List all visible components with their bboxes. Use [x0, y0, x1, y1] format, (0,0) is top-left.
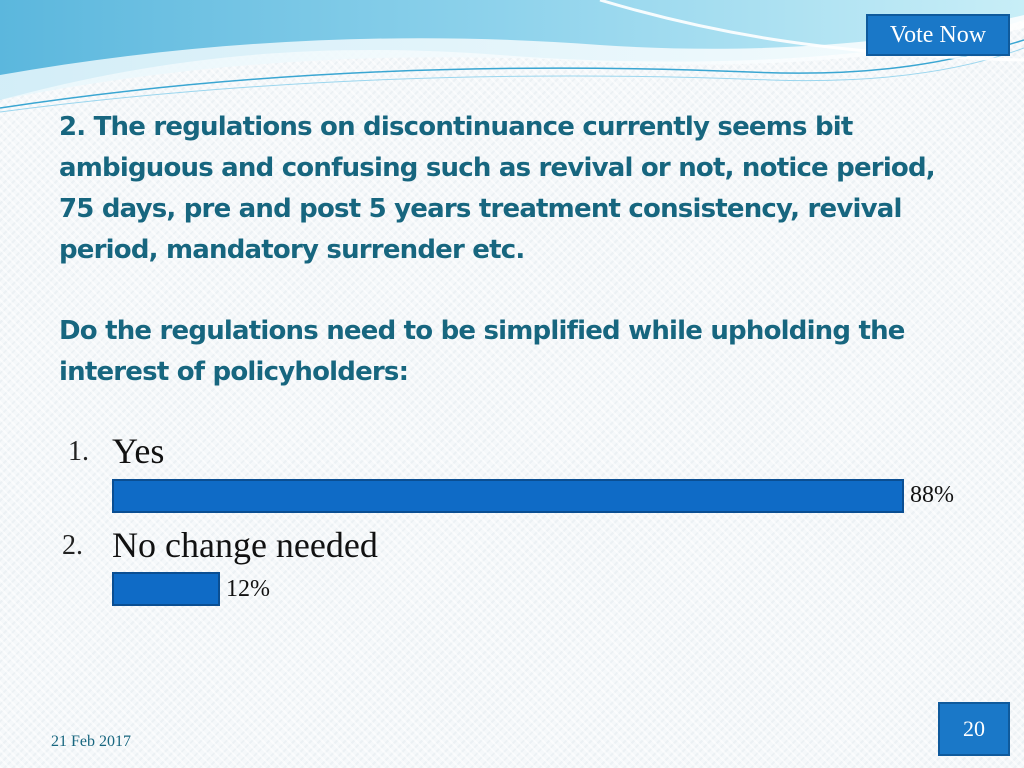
option-1-result-bar — [112, 479, 904, 513]
option-1-label: Yes — [112, 431, 165, 471]
question-text: 2. The regulations on discontinuance cur… — [59, 112, 936, 265]
vote-now-button[interactable]: Vote Now — [866, 14, 1010, 56]
header-wave-decoration — [0, 0, 1024, 113]
slide-date: 21 Feb 2017 — [51, 733, 131, 750]
option-2-label: No change needed — [112, 525, 378, 565]
page-number-badge: 20 — [938, 702, 1010, 756]
option-2-number: 2. — [62, 530, 83, 561]
option-1-number: 1. — [68, 436, 89, 467]
question-prompt: Do the regulations need to be simplified… — [59, 316, 905, 387]
option-2-result-bar — [112, 572, 220, 606]
option-1-percent: 88% — [910, 482, 954, 508]
option-2-percent: 12% — [226, 576, 270, 602]
